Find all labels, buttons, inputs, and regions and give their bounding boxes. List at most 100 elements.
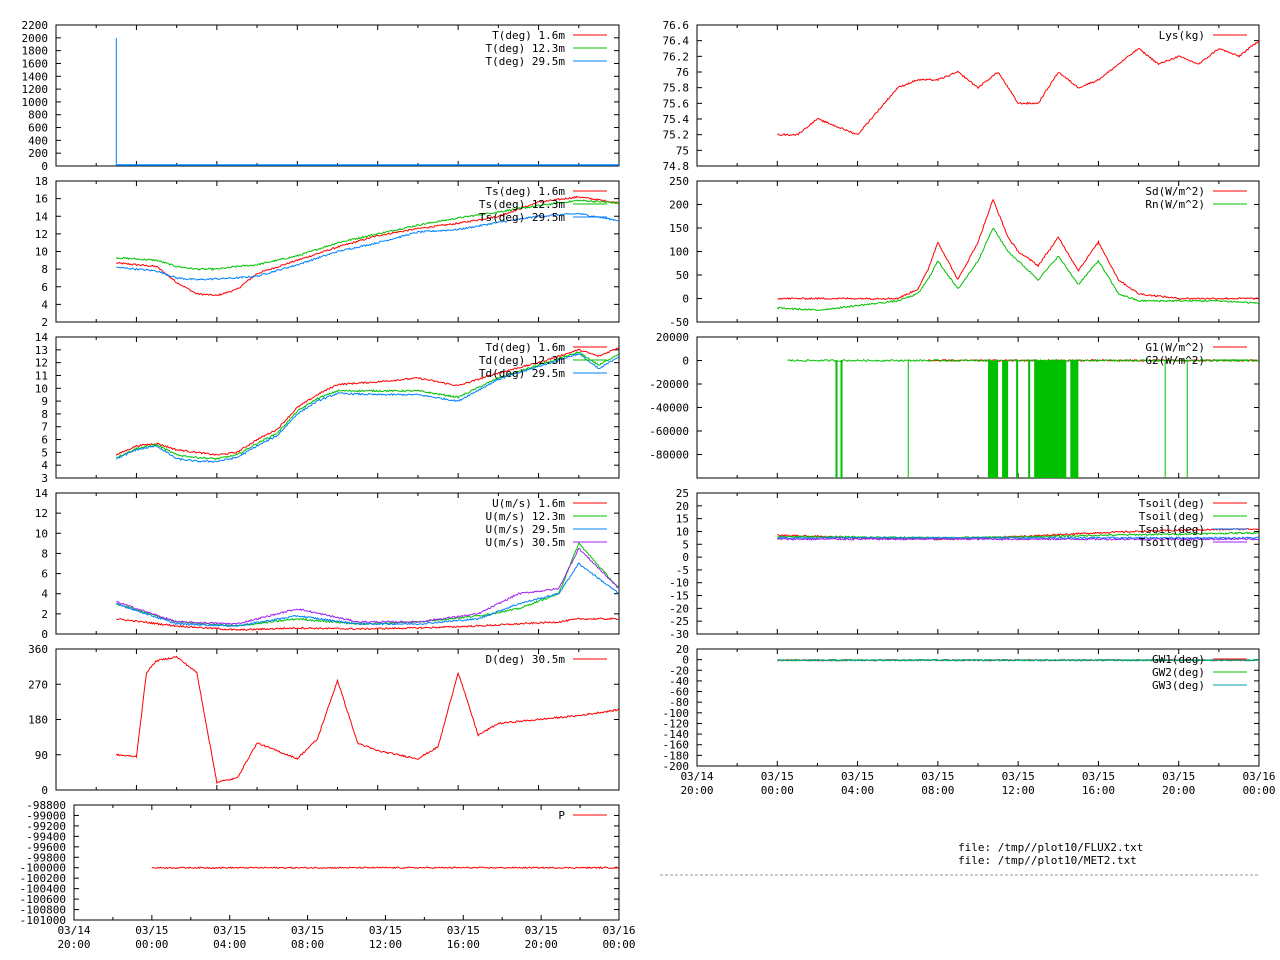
plot-frame xyxy=(696,24,1260,167)
legend-label: U(m/s) 12.3m xyxy=(486,510,566,523)
y-tick-label: 6 xyxy=(41,281,48,294)
y-tick-label: -100800 xyxy=(20,904,66,917)
x-tick-time: 04:00 xyxy=(213,938,246,951)
y-tick-label: -101000 xyxy=(20,914,66,927)
y-tick-label: 75.6 xyxy=(663,97,690,110)
y-tick-label: 200 xyxy=(669,199,689,212)
y-tick-label: 270 xyxy=(28,678,48,691)
y-tick-label: 10 xyxy=(676,525,689,538)
y-tick-label: 4 xyxy=(41,298,48,311)
y-tick-label: 10 xyxy=(35,246,48,259)
y-tick-label: 12 xyxy=(35,507,48,520)
y-tick-label: 15 xyxy=(676,513,689,526)
y-tick-label: -99600 xyxy=(26,841,66,854)
y-tick-label: 6 xyxy=(41,568,48,581)
g2-drop-bar xyxy=(988,360,999,478)
x-tick-date: 03/16 xyxy=(602,924,635,937)
y-tick-label: -120 xyxy=(663,717,690,730)
y-tick-label: 3 xyxy=(41,472,48,485)
y-tick-label: 20 xyxy=(676,643,689,656)
series-line-1 xyxy=(787,358,1259,363)
y-tick-label: 76.6 xyxy=(663,19,690,32)
legend-label: GW2(deg) xyxy=(1152,666,1205,679)
series-line-0 xyxy=(116,617,619,632)
x-tick-time: 00:00 xyxy=(1242,784,1275,797)
y-tick-label: -80000 xyxy=(649,449,689,462)
y-tick-label: 2 xyxy=(41,316,48,329)
x-tick-date: 03/15 xyxy=(213,924,246,937)
y-tick-label: 10 xyxy=(35,382,48,395)
y-tick-label: 600 xyxy=(28,122,48,135)
x-tick-date: 03/15 xyxy=(447,924,480,937)
legend-label: T(deg) 1.6m xyxy=(492,29,565,42)
legend-label: Ts(deg) 12.3m xyxy=(479,198,565,211)
y-tick-label: 800 xyxy=(28,109,48,122)
y-tick-label: 76 xyxy=(676,66,689,79)
y-tick-label: -50 xyxy=(669,316,689,329)
legend-label: P xyxy=(558,809,565,822)
y-tick-label: 2 xyxy=(41,608,48,621)
y-tick-label: -99800 xyxy=(26,851,66,864)
chart-panel-7: -50 0 50 100 150 200 250 Sd(W/m^2)Rn(W/m^2) xyxy=(669,175,1260,329)
x-tick-date: 03/15 xyxy=(369,924,402,937)
g2-drop-bar xyxy=(1164,360,1166,478)
y-tick-label: -5 xyxy=(676,564,689,577)
x-tick-date: 03/15 xyxy=(1082,770,1115,783)
y-tick-label: -99400 xyxy=(26,830,66,843)
series-group xyxy=(151,866,619,870)
g2-drop-bar xyxy=(840,360,843,478)
y-tick-label: 0 xyxy=(682,551,689,564)
series-line-2 xyxy=(116,562,619,627)
y-tick-label: -100200 xyxy=(20,872,66,885)
y-tick-label: 1800 xyxy=(22,45,49,58)
series-group xyxy=(777,40,1259,137)
x-tick-time: 00:00 xyxy=(602,938,635,951)
x-tick-date: 03/15 xyxy=(1162,770,1195,783)
y-tick-label: -160 xyxy=(663,739,690,752)
g2-drop-bar xyxy=(1186,360,1188,478)
series-group xyxy=(776,527,1259,541)
y-tick-label: 0 xyxy=(682,355,689,368)
legend-label: U(m/s) 1.6m xyxy=(492,497,565,510)
y-tick-label: 12 xyxy=(35,357,48,370)
y-tick-label: 75.4 xyxy=(663,113,690,126)
y-tick-label: 10 xyxy=(35,527,48,540)
g2-drop-bar xyxy=(1034,360,1067,478)
legend-label: Tsoil(deg) xyxy=(1139,536,1205,549)
y-tick-label: 0 xyxy=(41,784,48,797)
y-tick-label: 2000 xyxy=(22,32,49,45)
chart-panel-5: -101000-100800-100600-100400-100200-1000… xyxy=(20,799,636,951)
plot-frame xyxy=(73,804,620,921)
series-line-3 xyxy=(116,547,619,626)
series-line-1 xyxy=(115,542,619,627)
chart-panel-6: 74.8 75 75.2 75.4 75.6 75.8 76 76.2 76.4 76.6 Lys(… xyxy=(663,19,1260,173)
y-tick-label: 180 xyxy=(28,714,48,727)
y-tick-label: 18 xyxy=(35,175,48,188)
y-tick-label: 8 xyxy=(41,263,48,276)
y-tick-label: 0 xyxy=(682,654,689,667)
legend-label: Rn(W/m^2) xyxy=(1145,198,1205,211)
y-tick-label: -100 xyxy=(663,707,690,720)
y-tick-label: 5 xyxy=(682,538,689,551)
x-tick-date: 03/16 xyxy=(1242,770,1275,783)
x-tick-time: 12:00 xyxy=(1002,784,1035,797)
y-tick-label: -99200 xyxy=(26,820,66,833)
legend-label: GW1(deg) xyxy=(1152,653,1205,666)
legend-label: Sd(W/m^2) xyxy=(1145,185,1205,198)
y-tick-label: 0 xyxy=(682,293,689,306)
y-tick-label: 1600 xyxy=(22,57,49,70)
chart-panel-8: -80000 -60000 -40000 -20000 0 20000 G1(W/m^2)G… xyxy=(649,331,1260,479)
series-line-2 xyxy=(776,536,1259,540)
y-tick-label: 4 xyxy=(41,459,48,472)
y-tick-label: 90 xyxy=(35,749,48,762)
y-tick-label: 75 xyxy=(676,144,689,157)
y-tick-label: -15 xyxy=(669,590,689,603)
series-line-0 xyxy=(777,198,1259,301)
x-tick-time: 08:00 xyxy=(291,938,324,951)
y-tick-label: -80 xyxy=(669,696,689,709)
legend-label: U(m/s) 30.5m xyxy=(486,536,566,549)
series-group xyxy=(776,198,1259,312)
x-tick-time: 20:00 xyxy=(525,938,558,951)
legend-label: Tsoil(deg) xyxy=(1139,523,1205,536)
